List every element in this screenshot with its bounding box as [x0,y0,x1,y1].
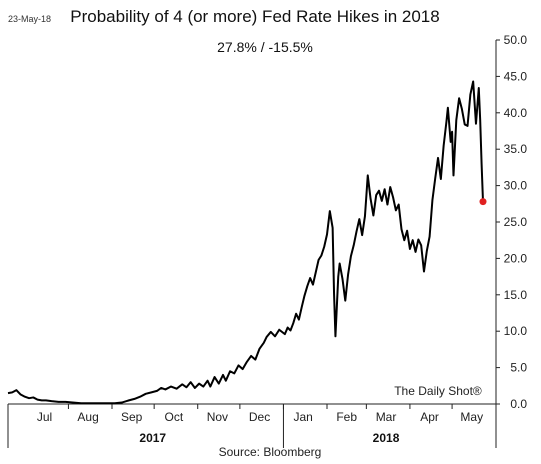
x-tick-label: Dec [249,410,270,424]
x-tick-label: Nov [207,410,228,424]
y-tick-label: 10.0 [504,324,528,338]
y-tick-label: 0.0 [510,397,527,411]
x-tick-label: Sep [121,410,143,424]
x-tick-label: May [460,410,483,424]
x-tick-label: Mar [376,410,397,424]
watermark: The Daily Shot® [394,384,482,398]
chart-title: Probability of 4 (or more) Fed Rate Hike… [70,7,439,26]
x-tick-label: Jan [293,410,312,424]
date-stamp: 23-May-18 [8,14,51,24]
x-tick-label: Oct [164,410,183,424]
y-tick-label: 35.0 [504,142,528,156]
y-tick-label: 20.0 [504,251,528,265]
series-line [7,80,484,405]
x-tick-label: Aug [77,410,98,424]
x-tick-label: Apr [420,410,439,424]
y-tick-label: 25.0 [504,215,528,229]
y-tick-label: 30.0 [504,179,528,193]
x-tick-label: Feb [336,410,357,424]
last-value-point [479,198,487,206]
y-tick-label: 45.0 [504,69,528,83]
year-label: 2018 [373,431,400,445]
year-label: 2017 [139,431,166,445]
y-tick-label: 15.0 [504,288,528,302]
x-tick-label: Jul [37,410,52,424]
chart-subtitle: 27.8% / -15.5% [217,39,313,55]
source-note: Source: Bloomberg [219,445,322,459]
plot-area: 0.0 5.0 10.0 15.0 20.0 25.0 30.0 35.0 40.0 45.0 50… [7,33,528,448]
y-tick-label: 40.0 [504,106,528,120]
y-tick-label: 50.0 [504,33,528,47]
y-tick-label: 5.0 [510,361,527,375]
